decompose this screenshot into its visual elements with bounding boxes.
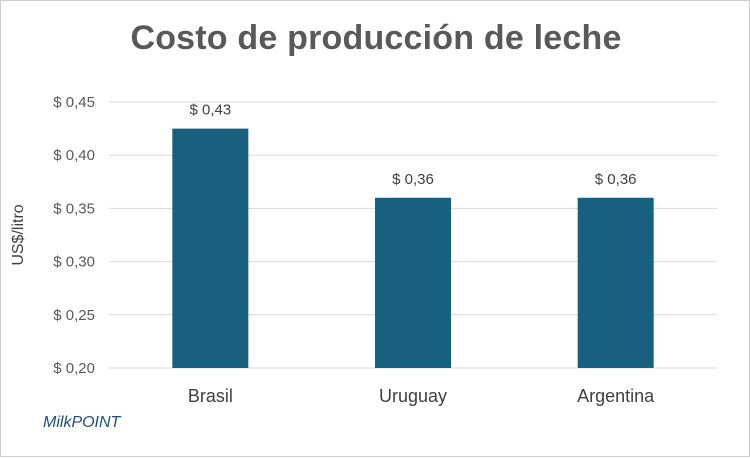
y-tick-label: $ 0,45 bbox=[53, 94, 95, 111]
x-tick-label: Brasil bbox=[188, 386, 233, 406]
bar bbox=[375, 197, 451, 368]
bar bbox=[577, 197, 654, 368]
chart-title: Costo de producción de leche bbox=[130, 19, 622, 57]
y-tick-label: $ 0,40 bbox=[53, 147, 95, 164]
data-label: $ 0,36 bbox=[392, 171, 434, 188]
data-label: $ 0,36 bbox=[595, 171, 637, 188]
y-tick-label: $ 0,35 bbox=[53, 200, 95, 217]
x-tick-label: Argentina bbox=[577, 386, 655, 406]
data-label: $ 0,43 bbox=[189, 102, 231, 119]
y-tick-label: $ 0,20 bbox=[53, 360, 95, 377]
x-tick-label: Uruguay bbox=[379, 386, 447, 406]
source-label: MilkPOINT bbox=[43, 414, 121, 431]
y-tick-label: $ 0,30 bbox=[53, 254, 95, 271]
y-tick-label: $ 0,25 bbox=[53, 307, 95, 324]
bar bbox=[172, 128, 249, 368]
